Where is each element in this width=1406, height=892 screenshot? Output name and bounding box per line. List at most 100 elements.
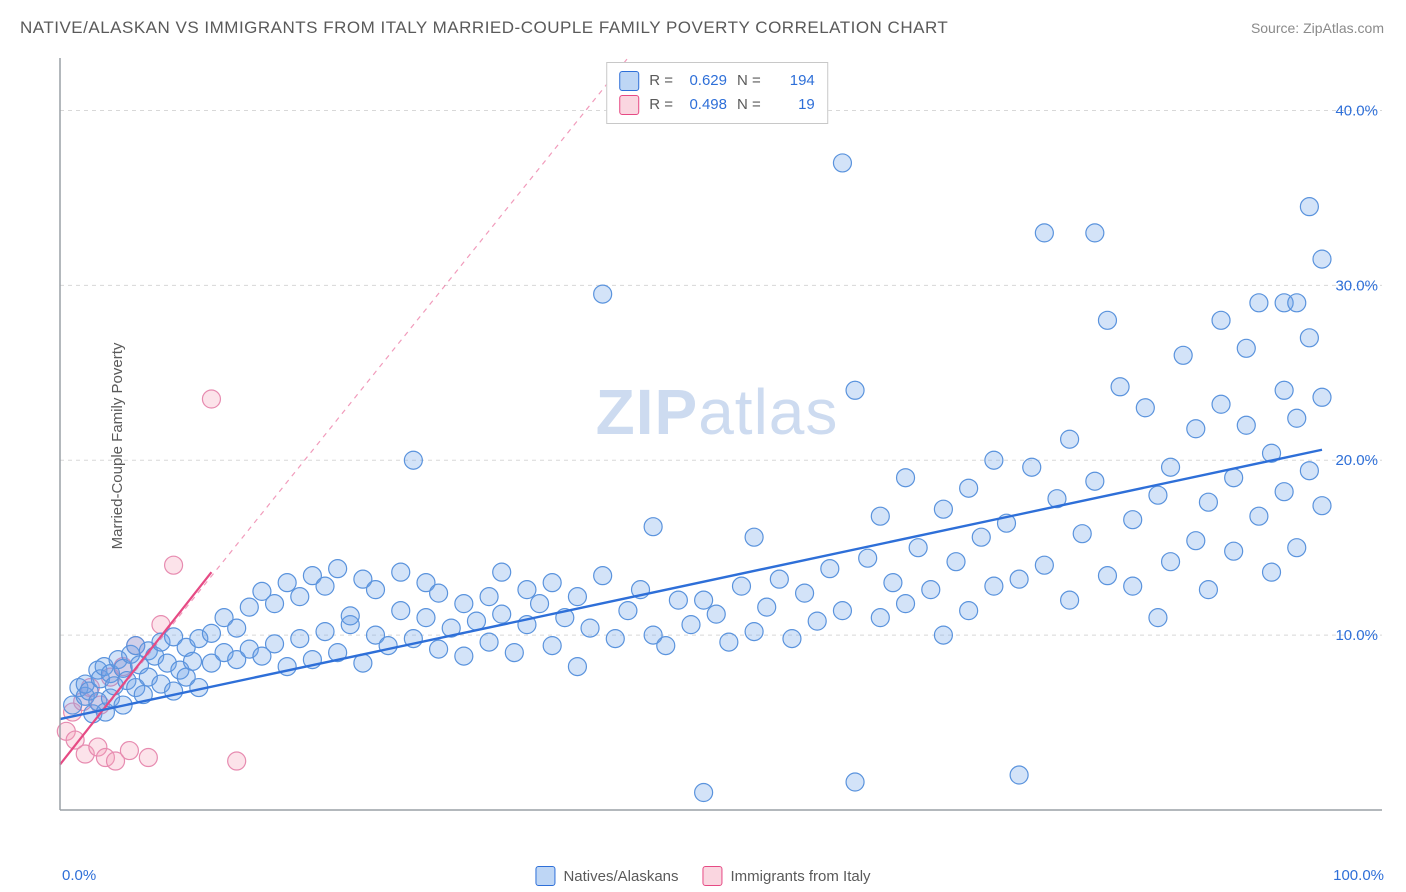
blue-point: [1010, 570, 1028, 588]
correlation-legend: R = 0.629 N = 194 R = 0.498 N = 19: [606, 62, 828, 124]
blue-point: [1300, 198, 1318, 216]
blue-point: [430, 640, 448, 658]
blue-point: [455, 595, 473, 613]
blue-point: [417, 609, 435, 627]
blue-point: [833, 154, 851, 172]
blue-point: [846, 773, 864, 791]
blue-point: [644, 518, 662, 536]
blue-point: [1288, 539, 1306, 557]
source-attribution: Source: ZipAtlas.com: [1251, 20, 1384, 36]
blue-point: [291, 630, 309, 648]
blue-point: [833, 602, 851, 620]
blue-point: [909, 539, 927, 557]
blue-point: [871, 609, 889, 627]
blue-point: [1035, 556, 1053, 574]
blue-point: [1225, 542, 1243, 560]
blue-point: [859, 549, 877, 567]
blue-point: [594, 285, 612, 303]
blue-point: [1288, 294, 1306, 312]
blue-point: [1162, 553, 1180, 571]
blue-point: [392, 602, 410, 620]
blue-point: [1187, 420, 1205, 438]
blue-point: [758, 598, 776, 616]
blue-point: [808, 612, 826, 630]
blue-point: [594, 567, 612, 585]
blue-point: [1237, 339, 1255, 357]
blue-point: [291, 588, 309, 606]
blue-point: [266, 595, 284, 613]
blue-point: [934, 500, 952, 518]
blue-point: [1288, 409, 1306, 427]
blue-point: [707, 605, 725, 623]
blue-point: [1061, 430, 1079, 448]
chart-title: NATIVE/ALASKAN VS IMMIGRANTS FROM ITALY …: [20, 18, 948, 38]
blue-point: [1263, 563, 1281, 581]
blue-point: [720, 633, 738, 651]
legend-swatch-blue-icon: [535, 866, 555, 886]
blue-point: [1098, 567, 1116, 585]
blue-point: [947, 553, 965, 571]
blue-point: [1061, 591, 1079, 609]
legend-swatch-blue: [619, 71, 639, 91]
blue-point: [884, 574, 902, 592]
blue-point: [1275, 381, 1293, 399]
blue-point: [1174, 346, 1192, 364]
blue-point: [1212, 395, 1230, 413]
blue-point: [543, 574, 561, 592]
x-axis-min-label: 0.0%: [62, 867, 96, 884]
blue-point: [505, 644, 523, 662]
blue-point: [1300, 329, 1318, 347]
plot-svg: 10.0%20.0%30.0%40.0%: [52, 58, 1382, 828]
blue-point: [1162, 458, 1180, 476]
blue-point: [1199, 581, 1217, 599]
blue-point: [1149, 609, 1167, 627]
blue-point: [619, 602, 637, 620]
blue-point: [821, 560, 839, 578]
pink-point: [228, 752, 246, 770]
legend-row-blue: R = 0.629 N = 194: [619, 69, 815, 93]
blue-point: [972, 528, 990, 546]
legend-blue-r: 0.629: [679, 69, 727, 93]
legend-swatch-pink-icon: [703, 866, 723, 886]
blue-point: [682, 616, 700, 634]
y-tick-label: 30.0%: [1335, 277, 1378, 294]
legend-row-pink: R = 0.498 N = 19: [619, 93, 815, 117]
blue-point: [846, 381, 864, 399]
blue-point: [493, 605, 511, 623]
blue-point: [316, 623, 334, 641]
legend-item-pink: Immigrants from Italy: [703, 866, 871, 886]
blue-point: [745, 528, 763, 546]
blue-point: [783, 630, 801, 648]
blue-point: [543, 637, 561, 655]
blue-point: [480, 633, 498, 651]
blue-point: [1124, 511, 1142, 529]
blue-point: [1124, 577, 1142, 595]
blue-point: [897, 595, 915, 613]
blue-point: [1313, 497, 1331, 515]
blue-point: [568, 658, 586, 676]
blue-point: [1313, 388, 1331, 406]
blue-point: [184, 652, 202, 670]
blue-point: [1023, 458, 1041, 476]
blue-point: [568, 588, 586, 606]
blue-point: [518, 581, 536, 599]
blue-point: [669, 591, 687, 609]
blue-point: [266, 635, 284, 653]
blue-point: [871, 507, 889, 525]
legend-item-blue: Natives/Alaskans: [535, 866, 678, 886]
blue-point: [392, 563, 410, 581]
pink-point: [139, 749, 157, 767]
blue-point: [1212, 311, 1230, 329]
blue-point: [455, 647, 473, 665]
blue-point: [531, 595, 549, 613]
series-legend: Natives/Alaskans Immigrants from Italy: [535, 866, 870, 886]
blue-point: [480, 588, 498, 606]
blue-point: [278, 574, 296, 592]
blue-point: [796, 584, 814, 602]
blue-point: [1136, 399, 1154, 417]
legend-swatch-pink: [619, 95, 639, 115]
blue-point: [404, 451, 422, 469]
blue-point: [316, 577, 334, 595]
blue-point: [606, 630, 624, 648]
pink-point: [165, 556, 183, 574]
